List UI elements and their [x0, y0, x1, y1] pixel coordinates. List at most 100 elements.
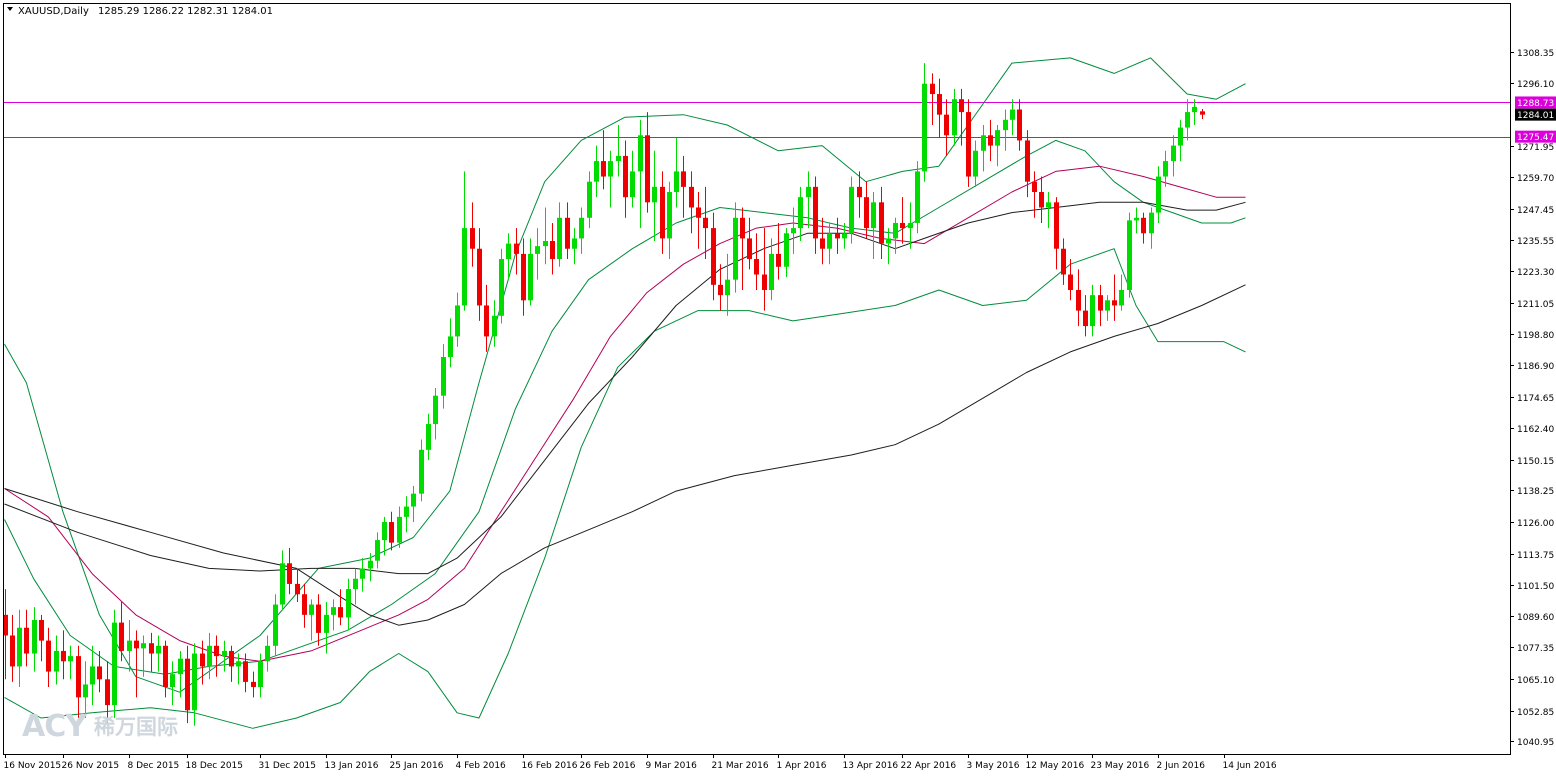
level-price-label-box [1515, 96, 1556, 109]
current-price-label: 1284.01 [1515, 108, 1556, 121]
candle [506, 233, 511, 280]
candle-body [966, 112, 971, 177]
candle-body [163, 645, 168, 688]
candle [1156, 166, 1161, 223]
candle [17, 609, 22, 688]
symbol-dropdown-icon[interactable] [7, 7, 13, 11]
candle-body [849, 186, 854, 234]
y-tick-label: 1040.95 [1517, 738, 1554, 748]
candle [462, 171, 467, 311]
candle-body [1171, 145, 1176, 162]
candle-body [703, 217, 708, 229]
candle-body [24, 627, 29, 654]
candle-body [105, 679, 110, 706]
candle [61, 630, 66, 680]
candle-body [1010, 109, 1015, 120]
candle [214, 635, 219, 677]
x-tick-label: 21 Mar 2016 [712, 761, 769, 771]
candle-body [287, 563, 292, 584]
bollinger-band-line [4, 248, 1246, 729]
candle [893, 217, 898, 254]
candle [886, 228, 891, 265]
y-tick-label: 1077.35 [1517, 644, 1554, 654]
candle [776, 222, 781, 280]
candle-body [368, 560, 373, 569]
candle-body [601, 161, 606, 177]
candle-body [1068, 274, 1073, 290]
candle-body [1149, 212, 1154, 234]
candle-body [915, 171, 920, 223]
candle-body [879, 202, 884, 244]
candle-body [156, 645, 161, 654]
candle [667, 181, 672, 260]
x-tick-label: 26 Feb 2016 [580, 761, 636, 771]
candle-body [1098, 295, 1103, 311]
candle [170, 661, 175, 706]
candle [426, 413, 431, 461]
candle-body [265, 645, 270, 662]
candle-body [222, 650, 227, 657]
y-tick-label: 1259.70 [1517, 174, 1554, 184]
candle-body [1003, 119, 1008, 131]
y-tick-label: 1089.60 [1517, 613, 1554, 623]
candle [535, 228, 540, 280]
candle [1017, 99, 1022, 151]
y-tick-label: 1150.15 [1517, 457, 1554, 467]
candle-body [594, 161, 599, 182]
candle [1185, 99, 1190, 141]
moving-average-line [4, 284, 1246, 626]
candle-body [68, 656, 73, 662]
candle-body [995, 130, 1000, 146]
candle [273, 594, 278, 657]
candle [32, 607, 37, 672]
y-tick-label: 1211.05 [1517, 300, 1554, 310]
candle [959, 88, 964, 146]
candle [820, 217, 825, 265]
y-tick-label: 1296.10 [1517, 80, 1554, 90]
candle-body [127, 640, 132, 651]
candle [1112, 274, 1117, 321]
candle-body [149, 643, 154, 654]
candle [39, 614, 44, 662]
candle [572, 228, 577, 265]
candle [499, 248, 504, 324]
x-tick-label: 23 May 2016 [1091, 761, 1150, 771]
candle [10, 614, 15, 682]
candle-body [61, 650, 66, 662]
y-tick-label: 1162.40 [1517, 425, 1554, 435]
candle-body [382, 522, 387, 541]
candle [1098, 284, 1103, 327]
candle [382, 516, 387, 556]
candle-body [1032, 181, 1037, 193]
candle-body [1112, 300, 1117, 306]
candle-body [1054, 202, 1059, 249]
candle-body [17, 627, 22, 667]
candle-body [1134, 217, 1139, 221]
candle [1061, 238, 1066, 285]
candle [3, 589, 8, 680]
candle [995, 124, 1000, 167]
candle-body [711, 228, 716, 285]
candle-body [922, 83, 927, 172]
candle [338, 589, 343, 626]
candle-body [214, 645, 219, 657]
candle [565, 202, 570, 260]
candle [484, 284, 489, 352]
candle-body [192, 653, 197, 711]
candle [681, 155, 686, 218]
candle-body [543, 240, 548, 247]
candle-body [1178, 127, 1183, 146]
candle [616, 124, 621, 177]
candle-body [32, 620, 37, 654]
candle-body [1076, 289, 1081, 311]
candle [550, 222, 555, 275]
candle [718, 264, 723, 311]
y-tick-label: 1223.30 [1517, 268, 1554, 278]
candle [222, 640, 227, 672]
candle [791, 207, 796, 254]
candle [185, 645, 190, 724]
y-tick-label: 1247.45 [1517, 206, 1554, 216]
candle [433, 387, 438, 440]
candle-body [696, 207, 701, 218]
